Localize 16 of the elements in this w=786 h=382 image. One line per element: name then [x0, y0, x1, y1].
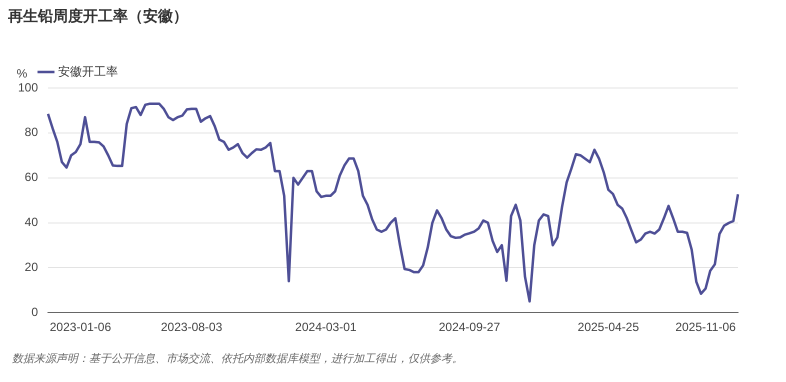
x-tick-label: 2023-01-06	[50, 320, 112, 334]
x-tick-label: 2024-03-01	[295, 320, 357, 334]
x-tick-label: 2025-11-06	[675, 320, 736, 334]
chart-title: 再生铅周度开工率（安徽）	[7, 7, 188, 26]
text: 数据来源声明：基于公开信息、市场交流、依托内部数据库模型，进行加工得出，仅供参考。	[11, 352, 464, 366]
y-tick-label: 20	[24, 260, 38, 274]
y-axis-title: %	[16, 66, 28, 80]
y-tick-label: 0	[31, 304, 38, 319]
y-tick-label: 40	[24, 215, 38, 230]
x-tick-label: 2025-04-25	[578, 320, 640, 334]
y-tick-label: 100	[18, 80, 38, 94]
legend-label: 安徽开工率	[58, 64, 118, 78]
x-tick-label: 2024-09-27	[438, 320, 500, 334]
y-tick-label: 60	[24, 170, 38, 184]
x-tick-label: 2023-08-03	[160, 320, 223, 334]
y-tick-label: 80	[24, 125, 38, 140]
